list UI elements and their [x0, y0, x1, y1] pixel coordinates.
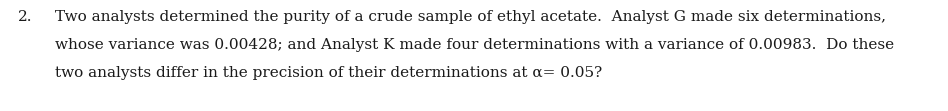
Text: 2.: 2. [18, 10, 32, 24]
Text: Two analysts determined the purity of a crude sample of ethyl acetate.  Analyst : Two analysts determined the purity of a … [55, 10, 886, 24]
Text: whose variance was 0.00428; and Analyst K made four determinations with a varian: whose variance was 0.00428; and Analyst … [55, 38, 894, 52]
Text: two analysts differ in the precision of their determinations at α= 0.05?: two analysts differ in the precision of … [55, 66, 602, 80]
